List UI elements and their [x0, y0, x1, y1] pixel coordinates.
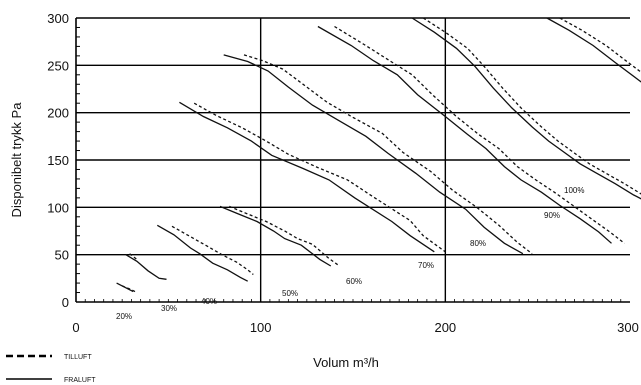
- y-tick-label: 250: [47, 58, 69, 73]
- curve-tilluft-20pct: [121, 285, 136, 293]
- axes: [75, 18, 630, 303]
- y-tick-label: 0: [62, 295, 69, 310]
- curve-fraluft-100pct: [546, 17, 641, 83]
- grid: [76, 17, 630, 302]
- curve-label-20pct: 20%: [116, 312, 132, 321]
- curve-label-90pct: 90%: [544, 211, 560, 220]
- x-tick-label: 0: [72, 320, 79, 335]
- y-tick-label: 100: [47, 200, 69, 215]
- curve-label-60pct: 60%: [346, 277, 362, 286]
- curve-tilluft-30pct: [129, 253, 138, 260]
- y-tick-label: 150: [47, 153, 69, 168]
- curve-label-100pct: 100%: [564, 186, 584, 195]
- legend: TILLUFT FRALUFT: [6, 354, 96, 384]
- curve-tilluft-100pct: [559, 17, 641, 73]
- curve-fraluft-50pct: [219, 205, 332, 267]
- curve-fraluft-60pct: [179, 101, 435, 253]
- curve-label-50pct: 50%: [282, 289, 298, 298]
- curve-label-80pct: 80%: [470, 239, 486, 248]
- labels: 0 50 100 150 200 250 300 0 100 200 300 20% 30% 40% 50%…: [47, 11, 639, 335]
- curve-fraluft-20pct: [116, 282, 134, 293]
- curve-fraluft-40pct: [156, 224, 249, 282]
- curve-label-70pct: 70%: [418, 261, 434, 270]
- curve-label-30pct: 30%: [161, 304, 177, 313]
- curve-fraluft-90pct: [411, 17, 641, 200]
- y-tick-label: 200: [47, 106, 69, 121]
- curve-tilluft-80pct: [334, 25, 625, 244]
- legend-label-tilluft: TILLUFT: [64, 354, 92, 361]
- legend-label-fraluft: FRALUFT: [64, 377, 96, 384]
- y-tick-label: 50: [55, 248, 69, 263]
- curve-fraluft-70pct: [223, 54, 524, 255]
- curves: [116, 17, 641, 293]
- curve-fraluft-80pct: [317, 25, 612, 244]
- curve-tilluft-40pct: [171, 225, 254, 275]
- x-axis-label: Volum m³/h: [313, 355, 379, 370]
- curve-tilluft-90pct: [422, 17, 641, 195]
- y-tick-label: 300: [47, 11, 69, 26]
- x-tick-label: 300: [617, 320, 639, 335]
- x-tick-label: 200: [434, 320, 456, 335]
- y-axis-label: Disponibelt trykk Pa: [9, 102, 24, 218]
- curve-tilluft-60pct: [193, 102, 446, 253]
- curve-tilluft-70pct: [243, 54, 533, 255]
- curve-label-40pct: 40%: [201, 297, 217, 306]
- x-tick-label: 100: [250, 320, 272, 335]
- curve-fraluft-30pct: [125, 254, 167, 280]
- curve-tilluft-50pct: [229, 205, 339, 266]
